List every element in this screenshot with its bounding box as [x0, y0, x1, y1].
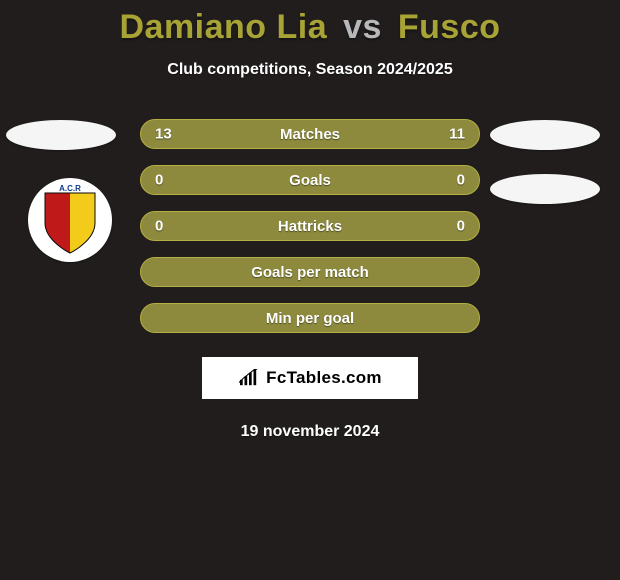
- stat-row-hattricks: 0 Hattricks 0: [140, 211, 480, 241]
- fctables-watermark: FcTables.com: [202, 357, 418, 399]
- stat-label: Goals per match: [251, 264, 369, 281]
- stat-row-goals: 0 Goals 0: [140, 165, 480, 195]
- generated-date: 19 november 2024: [0, 423, 620, 441]
- stat-label: Min per goal: [266, 310, 354, 327]
- watermark-text: FcTables.com: [266, 368, 382, 388]
- stat-row-goals-per-match: Goals per match: [140, 257, 480, 287]
- stat-right-value: 0: [457, 172, 465, 189]
- right-placeholder-ellipse-1: [490, 120, 600, 150]
- stat-label: Hattricks: [278, 218, 342, 235]
- stat-label: Matches: [280, 126, 340, 143]
- bar-chart-icon: [238, 369, 260, 387]
- comparison-title: Damiano Lia vs Fusco: [0, 0, 620, 47]
- stat-label: Goals: [289, 172, 331, 189]
- stat-row-min-per-goal: Min per goal: [140, 303, 480, 333]
- stat-left-value: 0: [155, 172, 163, 189]
- vs-label: vs: [343, 8, 382, 46]
- left-placeholder-ellipse: [6, 120, 116, 150]
- club-badge-messina: A.C.R: [28, 178, 112, 262]
- season-subtitle: Club competitions, Season 2024/2025: [0, 61, 620, 79]
- stat-left-value: 0: [155, 218, 163, 235]
- stat-row-matches: 13 Matches 11: [140, 119, 480, 149]
- stat-right-value: 11: [449, 126, 465, 143]
- player1-name: Damiano Lia: [119, 8, 327, 46]
- right-placeholder-ellipse-2: [490, 174, 600, 204]
- club-crest-icon: A.C.R: [40, 185, 100, 255]
- stat-right-value: 0: [457, 218, 465, 235]
- svg-text:A.C.R: A.C.R: [59, 185, 81, 193]
- stat-left-value: 13: [155, 126, 172, 143]
- player2-name: Fusco: [398, 8, 501, 46]
